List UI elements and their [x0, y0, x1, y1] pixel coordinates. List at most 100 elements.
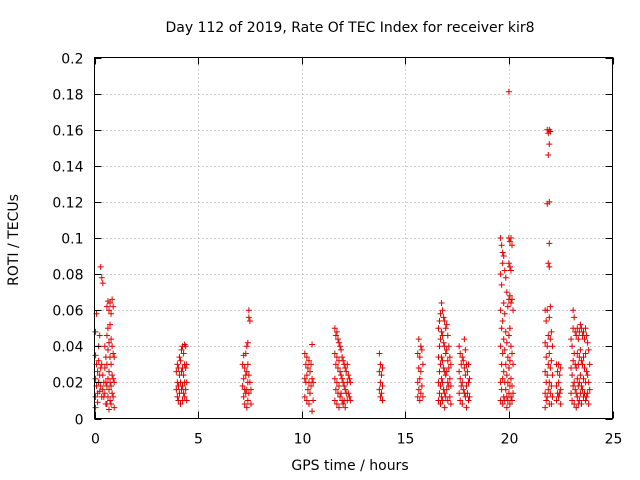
data-point-plus-marker — [301, 375, 308, 382]
y-tick-label: 0.1 — [61, 232, 83, 248]
data-point-plus-marker — [99, 280, 106, 287]
x-axis-label: GPS time / hours — [291, 458, 408, 474]
data-point-plus-marker — [335, 383, 342, 390]
data-point-plus-marker — [578, 401, 585, 408]
data-point-plus-marker — [376, 386, 383, 393]
data-point-plus-marker — [439, 357, 446, 364]
grid-lines — [94, 57, 613, 419]
data-point-plus-marker — [437, 383, 444, 390]
data-point-plus-marker — [501, 267, 508, 274]
data-point-plus-marker — [462, 346, 469, 353]
data-point-plus-marker — [546, 263, 553, 270]
data-point-plus-marker — [104, 346, 111, 353]
data-point-plus-marker — [182, 386, 189, 393]
data-point-plus-marker — [438, 328, 445, 335]
data-point-plus-marker — [183, 361, 190, 368]
data-point-plus-marker — [183, 397, 190, 404]
data-point-plus-marker — [239, 383, 246, 390]
data-point-plus-marker — [548, 401, 555, 408]
data-point-plus-marker — [504, 354, 511, 361]
data-point-plus-marker — [579, 361, 586, 368]
data-point-plus-marker — [466, 393, 473, 400]
data-point-plus-marker — [543, 397, 550, 404]
data-point-plus-marker — [346, 375, 353, 382]
data-point-plus-marker — [239, 361, 246, 368]
data-point-plus-marker — [439, 379, 446, 386]
data-point-plus-marker — [347, 379, 354, 386]
data-point-plus-marker — [510, 307, 517, 314]
data-point-plus-marker — [99, 386, 106, 393]
data-point-plus-marker — [339, 354, 346, 361]
data-point-plus-marker — [459, 379, 466, 386]
data-point-plus-marker — [444, 332, 451, 339]
data-point-plus-marker — [457, 350, 464, 357]
y-axis: 0 0.02 0.04 0.06 0.08 0.1 0.12 0.14 0.16 0.18 0.2 — [52, 52, 613, 429]
data-point-plus-marker — [303, 372, 310, 379]
data-point-plus-marker — [568, 390, 575, 397]
data-point-plus-marker — [440, 339, 447, 346]
data-point-plus-marker — [456, 368, 463, 375]
data-point-plus-marker — [579, 386, 586, 393]
data-point-plus-marker — [501, 346, 508, 353]
data-point-plus-marker — [583, 368, 590, 375]
data-point-plus-marker — [463, 383, 470, 390]
data-point-plus-marker — [503, 289, 510, 296]
data-point-plus-marker — [573, 404, 580, 411]
data-point-plus-marker — [545, 260, 552, 267]
data-point-plus-marker — [444, 397, 451, 404]
data-point-plus-marker — [334, 336, 341, 343]
data-point-plus-marker — [555, 361, 562, 368]
data-point-plus-marker — [240, 393, 247, 400]
data-point-plus-marker — [568, 336, 575, 343]
data-point-plus-marker — [509, 350, 516, 357]
data-point-plus-marker — [339, 375, 346, 382]
data-point-plus-marker — [244, 339, 251, 346]
data-point-plus-marker — [441, 318, 448, 325]
data-point-plus-marker — [438, 354, 445, 361]
data-points — [92, 88, 593, 415]
data-point-plus-marker — [310, 379, 317, 386]
data-point-plus-marker — [180, 390, 187, 397]
data-point-plus-marker — [500, 336, 507, 343]
data-point-plus-marker — [108, 383, 115, 390]
data-point-plus-marker — [97, 263, 104, 270]
data-point-plus-marker — [106, 368, 113, 375]
data-point-plus-marker — [444, 379, 451, 386]
data-point-plus-marker — [570, 307, 577, 314]
data-point-plus-marker — [244, 397, 251, 404]
data-point-plus-marker — [108, 401, 115, 408]
data-point-plus-marker — [245, 314, 252, 321]
x-tick-label: 10 — [294, 432, 312, 448]
data-point-plus-marker — [417, 368, 424, 375]
data-point-plus-marker — [303, 354, 310, 361]
data-point-plus-marker — [306, 390, 313, 397]
data-point-plus-marker — [418, 346, 425, 353]
data-point-plus-marker — [465, 361, 472, 368]
data-point-plus-marker — [548, 357, 555, 364]
data-point-plus-marker — [107, 299, 114, 306]
data-point-plus-marker — [94, 368, 101, 375]
data-point-plus-marker — [342, 404, 349, 411]
data-point-plus-marker — [578, 383, 585, 390]
data-point-plus-marker — [547, 364, 554, 371]
data-point-plus-marker — [456, 343, 463, 350]
data-point-plus-marker — [569, 372, 576, 379]
data-point-plus-marker — [446, 354, 453, 361]
data-point-plus-marker — [344, 361, 351, 368]
data-point-plus-marker — [510, 390, 517, 397]
data-point-plus-marker — [243, 404, 250, 411]
data-point-plus-marker — [436, 318, 443, 325]
data-point-plus-marker — [573, 332, 580, 339]
data-point-plus-marker — [101, 343, 108, 350]
data-point-plus-marker — [438, 299, 445, 306]
data-point-plus-marker — [340, 357, 347, 364]
data-point-plus-marker — [176, 354, 183, 361]
data-point-plus-marker — [547, 128, 554, 135]
data-point-plus-marker — [544, 372, 551, 379]
data-point-plus-marker — [183, 379, 190, 386]
data-point-plus-marker — [98, 274, 105, 281]
data-point-plus-marker — [347, 397, 354, 404]
data-point-plus-marker — [333, 354, 340, 361]
data-point-plus-marker — [547, 303, 554, 310]
